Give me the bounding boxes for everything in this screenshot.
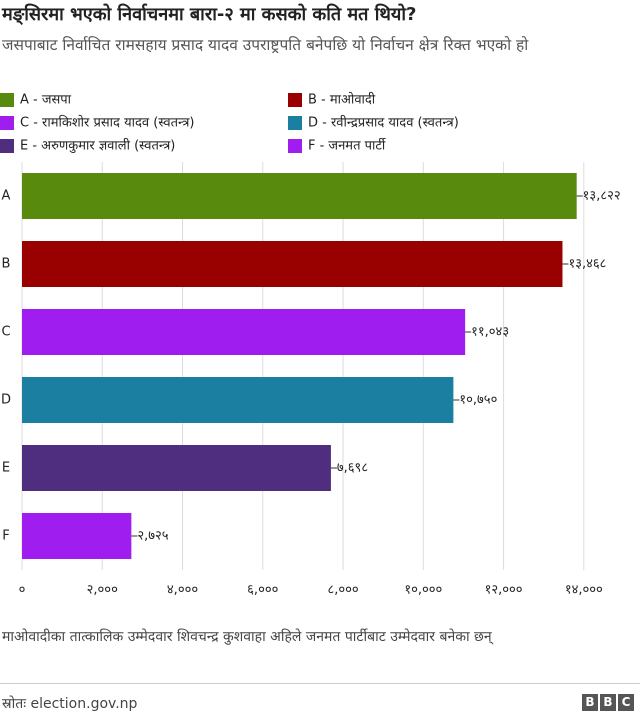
legend-label: A - जसपा — [20, 93, 72, 108]
x-tick-label: ० — [19, 583, 26, 598]
value-label: १०,७५० — [459, 393, 497, 408]
value-label: २,७२५ — [137, 529, 168, 544]
logo-letter: C — [618, 694, 634, 711]
value-label: ७,६९८ — [337, 461, 368, 476]
chart-subtitle: जसपाबाट निर्वाचित रामसहाय प्रसाद यादव उप… — [2, 36, 529, 54]
value-label: १३,४६८ — [568, 257, 606, 272]
legend-swatch — [288, 116, 302, 130]
bar — [22, 445, 331, 491]
logo-letter: B — [600, 694, 616, 711]
y-tick-label: D — [1, 393, 11, 408]
y-tick-label: A — [2, 189, 11, 204]
x-tick-label: १४,००० — [565, 583, 603, 598]
legend-swatch — [0, 93, 14, 107]
footnote: माओवादीका तात्कालिक उम्मेदवार शिवचन्द्र … — [2, 629, 492, 645]
legend-label: E - अरुणकुमार ज्ञवाली (स्वतन्त्र) — [20, 138, 175, 154]
legend-label: B - माओवादी — [308, 92, 376, 108]
chart-title: मङ्सिरमा भएको निर्वाचनमा बारा-२ मा कसको … — [2, 4, 417, 25]
bar — [22, 309, 466, 355]
x-tick-label: १२,००० — [485, 583, 523, 598]
x-tick-label: १०,००० — [404, 583, 442, 598]
divider — [0, 683, 640, 684]
x-tick-label: ६,००० — [247, 583, 278, 598]
y-tick-label: F — [2, 529, 9, 544]
logo-letter: B — [582, 694, 598, 711]
x-tick-label: ८,००० — [327, 583, 358, 598]
source: स्रोतः election.gov.np — [2, 696, 138, 712]
legend-label: D - रवीन्द्रप्रसाद यादव (स्वतन्त्र) — [308, 115, 459, 131]
y-tick-label: C — [1, 325, 10, 340]
value-label: ११,०४३ — [471, 325, 509, 340]
bar — [22, 173, 577, 219]
legend-label: F - जनमत पार्टी — [308, 138, 386, 154]
legend-swatch — [0, 116, 14, 130]
legend-swatch — [0, 139, 14, 153]
legend-swatch — [288, 139, 302, 153]
x-tick-label: ४,००० — [167, 583, 198, 598]
y-tick-label: B — [2, 257, 11, 272]
bar — [22, 377, 454, 423]
y-tick-label: E — [2, 461, 10, 476]
x-tick-label: २,००० — [87, 583, 118, 598]
legend-label: C - रामकिशोर प्रसाद यादव (स्वतन्त्र) — [20, 115, 195, 131]
value-label: १३,८२२ — [583, 189, 621, 204]
legend-swatch — [288, 93, 302, 107]
chart: A - जसपा B - माओवादी C - रामकिशोर प्रसाद य… — [0, 92, 621, 598]
bar — [22, 513, 132, 559]
bar — [22, 241, 563, 287]
